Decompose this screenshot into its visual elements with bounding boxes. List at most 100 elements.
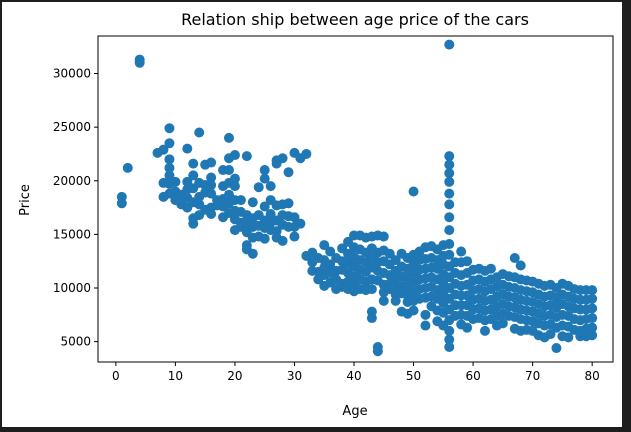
data-point bbox=[283, 198, 294, 209]
data-point bbox=[164, 162, 175, 173]
x-tick-label: 50 bbox=[406, 369, 421, 383]
y-ticks: 5000 10000 15000 20000 25000 30000 bbox=[53, 67, 98, 349]
data-point bbox=[188, 170, 199, 181]
data-point bbox=[289, 231, 300, 242]
data-point bbox=[182, 143, 193, 154]
data-point bbox=[122, 162, 133, 173]
data-point bbox=[444, 334, 455, 345]
data-point bbox=[587, 285, 598, 296]
data-point bbox=[206, 180, 217, 191]
data-point bbox=[283, 167, 294, 178]
data-point bbox=[259, 233, 270, 244]
data-point bbox=[444, 151, 455, 162]
data-point bbox=[259, 173, 270, 184]
data-point bbox=[444, 225, 455, 236]
data-point bbox=[319, 240, 330, 251]
data-point bbox=[188, 158, 199, 169]
data-point bbox=[408, 186, 419, 197]
data-point bbox=[390, 295, 401, 306]
y-tick-label: 15000 bbox=[53, 227, 91, 241]
x-tick-label: 20 bbox=[227, 369, 242, 383]
data-point bbox=[372, 346, 383, 357]
x-tick-label: 10 bbox=[168, 369, 183, 383]
data-point bbox=[229, 181, 240, 192]
y-tick-label: 5000 bbox=[60, 335, 91, 349]
data-point bbox=[420, 320, 431, 331]
data-point bbox=[444, 325, 455, 336]
data-point bbox=[515, 260, 526, 271]
data-point bbox=[158, 144, 169, 155]
data-point bbox=[378, 295, 389, 306]
x-tick-label: 70 bbox=[525, 369, 540, 383]
x-tick-label: 0 bbox=[112, 369, 120, 383]
y-tick-label: 25000 bbox=[53, 120, 91, 134]
data-point bbox=[444, 249, 455, 260]
data-point bbox=[206, 157, 217, 168]
data-point bbox=[253, 182, 264, 193]
data-point bbox=[289, 212, 300, 223]
data-point bbox=[277, 235, 288, 246]
x-ticks: 0 10 20 30 40 50 60 70 80 bbox=[112, 362, 600, 383]
data-point bbox=[223, 132, 234, 143]
data-point bbox=[325, 259, 336, 270]
data-point bbox=[247, 197, 258, 208]
data-point bbox=[444, 212, 455, 223]
data-point bbox=[259, 165, 270, 176]
data-point bbox=[587, 330, 598, 341]
data-point bbox=[301, 148, 312, 159]
y-tick-label: 10000 bbox=[53, 281, 91, 295]
data-point bbox=[116, 198, 127, 209]
data-point bbox=[545, 329, 556, 340]
data-point bbox=[408, 305, 419, 316]
data-point bbox=[265, 181, 276, 192]
data-point bbox=[444, 159, 455, 170]
x-tick-label: 30 bbox=[287, 369, 302, 383]
data-point bbox=[223, 165, 234, 176]
data-point bbox=[587, 293, 598, 304]
data-point bbox=[295, 218, 306, 229]
data-point bbox=[325, 246, 336, 257]
data-point bbox=[164, 123, 175, 134]
data-point bbox=[229, 173, 240, 184]
data-point bbox=[444, 176, 455, 187]
data-point bbox=[188, 218, 199, 229]
data-point bbox=[479, 325, 490, 336]
y-axis-label: Price bbox=[18, 184, 33, 216]
data-point bbox=[462, 256, 473, 267]
data-point bbox=[587, 322, 598, 333]
data-point bbox=[241, 151, 252, 162]
data-point bbox=[563, 332, 574, 343]
data-point bbox=[420, 309, 431, 320]
data-point bbox=[444, 188, 455, 199]
data-point bbox=[229, 150, 240, 161]
data-point bbox=[444, 199, 455, 210]
x-tick-label: 80 bbox=[585, 369, 600, 383]
data-point bbox=[444, 168, 455, 179]
data-point bbox=[277, 153, 288, 164]
data-point bbox=[206, 209, 217, 220]
data-point bbox=[587, 303, 598, 314]
x-tick-label: 60 bbox=[465, 369, 480, 383]
data-point bbox=[134, 54, 145, 65]
data-point bbox=[444, 39, 455, 50]
data-point bbox=[194, 127, 205, 138]
y-tick-label: 20000 bbox=[53, 174, 91, 188]
data-point bbox=[259, 201, 270, 212]
data-point bbox=[378, 231, 389, 242]
axes-frame bbox=[97, 35, 614, 363]
data-point bbox=[182, 176, 193, 187]
chart-title: Relation ship between age price of the c… bbox=[181, 10, 529, 29]
data-point bbox=[444, 341, 455, 352]
data-point bbox=[164, 154, 175, 165]
data-point bbox=[587, 313, 598, 324]
data-point bbox=[390, 255, 401, 266]
data-point bbox=[384, 248, 395, 259]
data-point bbox=[206, 188, 217, 199]
data-point bbox=[551, 343, 562, 354]
y-tick-label: 30000 bbox=[53, 67, 91, 81]
data-point bbox=[509, 252, 520, 263]
data-point bbox=[206, 172, 217, 183]
data-point bbox=[485, 263, 496, 274]
x-axis-label: Age bbox=[342, 404, 367, 419]
data-point bbox=[164, 138, 175, 149]
